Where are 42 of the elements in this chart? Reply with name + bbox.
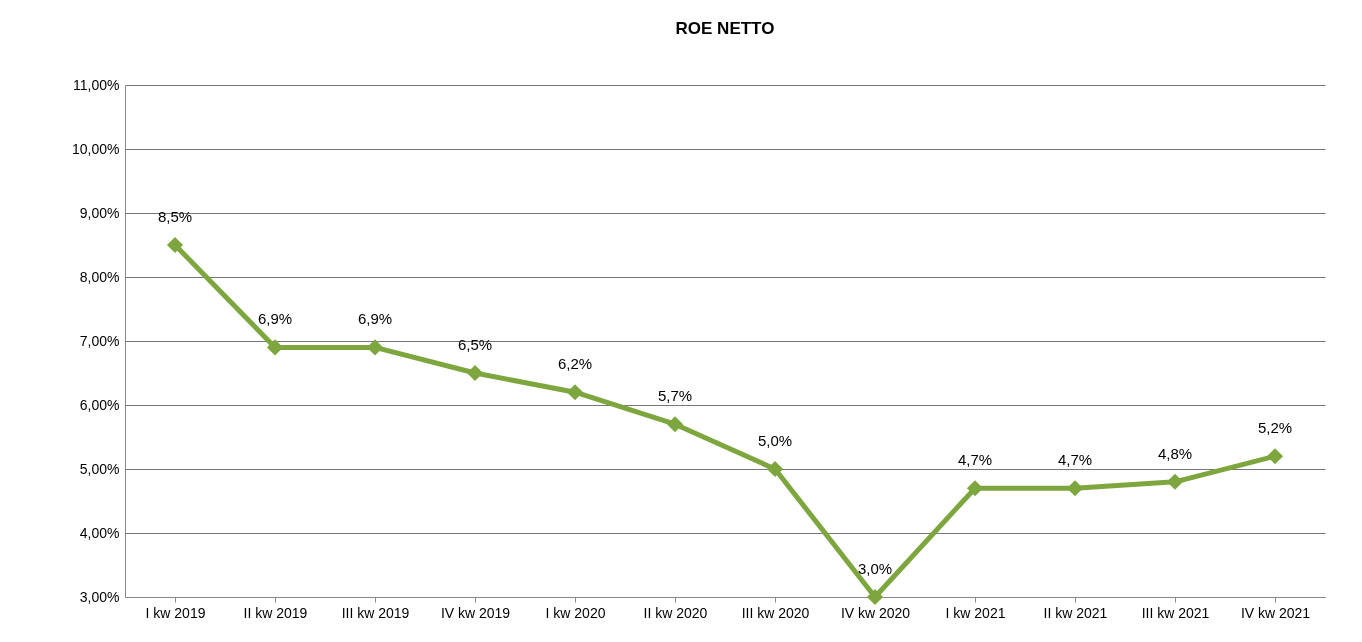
point [566, 384, 584, 401]
x-tick-label: IV kw 2021 [1240, 604, 1311, 621]
x-tick-label: IV kw 2019 [440, 604, 511, 621]
data-label: 4,7% [957, 451, 993, 469]
data-label: 6,9% [357, 310, 393, 328]
data-label: 6,9% [257, 310, 293, 328]
point [1266, 448, 1284, 465]
data-label: 4,8% [1157, 444, 1193, 462]
x-tick-label: III kw 2019 [341, 604, 410, 621]
point [1166, 473, 1184, 490]
data-label: 3,0% [857, 560, 893, 577]
x-tick-label: II kw 2019 [243, 604, 308, 621]
x-tick-label: I kw 2020 [545, 604, 606, 621]
point [866, 588, 884, 606]
point [466, 364, 484, 382]
y-tick-label: 8,00% [79, 268, 120, 285]
data-label: 8,5% [157, 208, 193, 225]
x-tick-label: II kw 2021 [1043, 604, 1108, 621]
y-tick-label: 4,00% [79, 524, 120, 541]
data-label: 6,2% [557, 355, 593, 373]
x-tick-label: III kw 2020 [741, 604, 810, 621]
x-tick-label: I kw 2021 [945, 604, 1006, 621]
y-tick-label: 5,00% [79, 460, 120, 477]
point [166, 236, 184, 254]
x-tick-label: I kw 2019 [145, 604, 206, 621]
data-label: 5,0% [757, 432, 793, 449]
data-label: 6,5% [457, 336, 493, 353]
y-tick-label: 10,00% [72, 140, 120, 157]
data-label: 5,2% [1257, 419, 1293, 437]
point [766, 460, 784, 478]
data-label: 5,7% [657, 387, 693, 405]
y-tick-label: 3,00% [79, 588, 120, 605]
data-label: 4,7% [1057, 451, 1093, 469]
x-tick-label: IV kw 2020 [840, 604, 911, 621]
point [666, 416, 684, 433]
y-tick-label: 9,00% [79, 204, 120, 221]
y-tick-label: 6,00% [79, 396, 120, 413]
x-tick-label: II kw 2020 [643, 604, 708, 621]
y-tick-label: 7,00% [79, 332, 120, 349]
chart-title: ROE NETTO [675, 19, 775, 38]
x-tick-label: III kw 2021 [1141, 604, 1210, 621]
y-tick-label: 11,00% [73, 76, 120, 93]
